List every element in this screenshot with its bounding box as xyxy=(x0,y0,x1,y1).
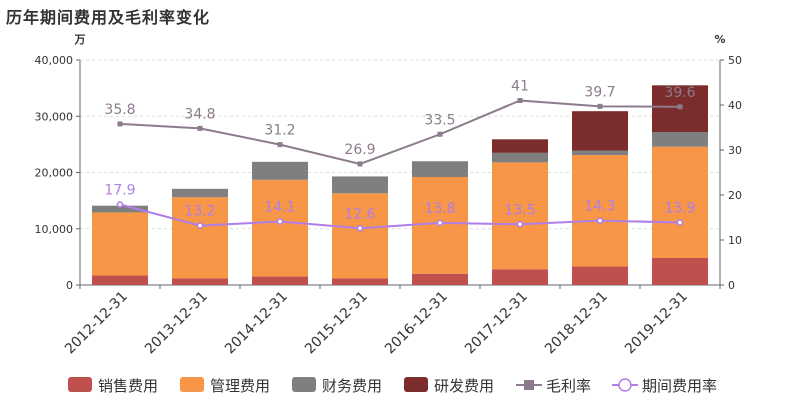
line-point xyxy=(357,161,363,167)
x-tick-label: 2016-12-31 xyxy=(382,289,451,358)
legend-label: 期间费用率 xyxy=(642,377,717,395)
line-point xyxy=(116,201,124,208)
bar-segment xyxy=(412,273,468,285)
data-label: 33.5 xyxy=(424,112,455,128)
bar-segment xyxy=(492,269,548,285)
y-right-tick-label: 30 xyxy=(728,144,742,157)
line-series xyxy=(119,203,681,230)
bar-segment xyxy=(252,276,308,285)
bar-segment xyxy=(492,162,548,270)
line-point xyxy=(597,103,603,109)
data-label: 13.9 xyxy=(664,200,695,216)
y-right-tick-label: 40 xyxy=(728,99,742,112)
line-point xyxy=(117,121,123,127)
legend-swatch xyxy=(68,377,92,392)
line-point xyxy=(277,142,283,148)
y-right-tick-label: 50 xyxy=(728,54,742,67)
bar-segment xyxy=(652,146,708,258)
legend-swatch xyxy=(524,380,534,390)
y-left-unit: 万 xyxy=(74,33,86,46)
y-left-tick-label: 40,000 xyxy=(35,54,74,67)
bar-segment xyxy=(572,155,628,267)
legend-label: 财务费用 xyxy=(322,377,382,395)
bar-segment xyxy=(652,132,708,147)
y-right-tick-label: 0 xyxy=(728,279,735,292)
data-label: 26.9 xyxy=(344,142,375,158)
line-point xyxy=(436,219,444,227)
data-label: 14.3 xyxy=(584,199,615,215)
legend-label: 研发费用 xyxy=(434,377,494,395)
data-label: 12.6 xyxy=(344,206,375,222)
data-label: 39.7 xyxy=(584,84,615,100)
bar-segment xyxy=(172,278,228,285)
bar-segment xyxy=(492,139,548,153)
y-left-tick-label: 10,000 xyxy=(35,223,74,236)
line-point xyxy=(596,217,604,224)
bar-segment xyxy=(572,266,628,285)
bar-segment xyxy=(572,150,628,156)
bar-segment xyxy=(492,152,548,163)
data-label: 13.5 xyxy=(504,202,535,218)
data-label: 17.9 xyxy=(104,182,135,198)
bar-segment xyxy=(412,161,468,177)
line-point xyxy=(276,218,284,225)
data-label: 35.8 xyxy=(104,102,135,118)
bar-segment xyxy=(172,197,228,279)
x-tick-label: 2017-12-31 xyxy=(462,289,531,358)
bar-segment xyxy=(92,275,148,285)
legend-swatch xyxy=(404,377,428,392)
bar-segment xyxy=(92,205,148,213)
bar-segment xyxy=(332,176,388,194)
line-point xyxy=(437,131,443,137)
bar-segment xyxy=(92,212,148,276)
line-point xyxy=(676,219,684,226)
y-right-unit: % xyxy=(714,33,725,46)
legend-label: 管理费用 xyxy=(210,377,270,395)
data-label: 34.8 xyxy=(184,106,215,122)
y-left-tick-label: 20,000 xyxy=(35,167,74,180)
x-tick-label: 2014-12-31 xyxy=(222,289,291,358)
bar-segment xyxy=(252,161,308,180)
line-point xyxy=(356,225,364,232)
bar-segment xyxy=(332,193,388,279)
line-point xyxy=(677,104,683,110)
legend-label: 毛利率 xyxy=(546,377,591,395)
line-point xyxy=(197,125,203,131)
bar-segment xyxy=(332,278,388,285)
bar-segment xyxy=(172,188,228,198)
chart-title: 历年期间费用及毛利率变化 xyxy=(6,8,211,27)
y-right-tick-label: 10 xyxy=(728,234,742,247)
bar-segment xyxy=(652,258,708,285)
data-label: 41 xyxy=(511,79,529,95)
data-label: 14.1 xyxy=(264,200,295,216)
data-label: 39.6 xyxy=(664,85,695,101)
line-series xyxy=(119,99,681,165)
x-tick-label: 2015-12-31 xyxy=(302,289,371,358)
x-tick-label: 2013-12-31 xyxy=(142,289,211,358)
data-label: 13.2 xyxy=(184,204,215,220)
x-tick-label: 2012-12-31 xyxy=(62,289,131,358)
x-tick-label: 2019-12-31 xyxy=(622,289,691,358)
legend-label: 销售费用 xyxy=(98,377,158,395)
line-point xyxy=(516,221,524,228)
data-label: 31.2 xyxy=(264,123,295,139)
x-tick-label: 2018-12-31 xyxy=(542,289,611,358)
data-label: 13.8 xyxy=(424,201,455,217)
legend-swatch xyxy=(180,377,204,392)
y-left-tick-label: 0 xyxy=(66,279,73,292)
y-right-tick-label: 20 xyxy=(728,189,742,202)
y-left-tick-label: 30,000 xyxy=(35,110,74,123)
legend-swatch xyxy=(618,378,632,392)
bar-segment xyxy=(252,179,308,277)
line-point xyxy=(517,98,523,103)
legend-swatch xyxy=(292,377,316,392)
bar-segment xyxy=(572,111,628,151)
line-point xyxy=(196,222,204,229)
